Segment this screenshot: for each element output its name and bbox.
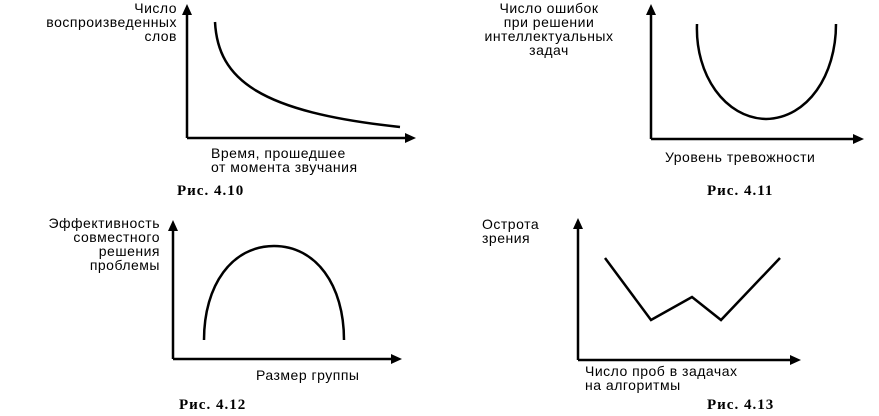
fig-4-11-caption: Рис. 4.11 — [707, 183, 774, 199]
decay-curve — [213, 21, 401, 129]
fig-4-13-ylabel: Острота зрения — [482, 216, 540, 246]
y-axis-arrow — [573, 218, 583, 229]
figure-4-13 — [573, 218, 801, 365]
y-axis-arrow — [182, 4, 192, 15]
figure-4-11 — [646, 4, 864, 144]
fig-4-12-caption: Рис. 4.12 — [179, 397, 247, 413]
zigzag-line — [603, 257, 781, 322]
figure-4-10 — [182, 4, 416, 143]
x-axis-arrow — [790, 355, 801, 365]
inverted-u-curve — [202, 244, 346, 341]
figure-4-12 — [168, 220, 402, 364]
x-axis-arrow — [405, 133, 416, 143]
fig-4-10-ylabel: Число воспроизведенных слов — [46, 0, 177, 44]
y-axis-arrow — [646, 4, 656, 15]
fig-4-13-xlabel: Число проб в задачах на алгоритмы — [585, 363, 738, 393]
fig-4-10-caption: Рис. 4.10 — [177, 183, 245, 199]
fig-4-11-ylabel: Число ошибок при решении интеллектуальны… — [484, 0, 614, 58]
x-axis-arrow — [853, 134, 864, 144]
x-axis-arrow — [391, 354, 402, 364]
fig-4-13-caption: Рис. 4.13 — [707, 397, 775, 413]
y-axis-arrow — [168, 220, 178, 231]
fig-4-11-xlabel: Уровень тревожности — [665, 149, 816, 165]
fig-4-10-xlabel: Время, прошедшее от момента звучания — [211, 145, 358, 175]
fig-4-12-ylabel: Эффективность совместного решения пробле… — [48, 215, 160, 273]
u-curve — [695, 23, 838, 121]
fig-4-12-xlabel: Размер группы — [256, 367, 360, 383]
